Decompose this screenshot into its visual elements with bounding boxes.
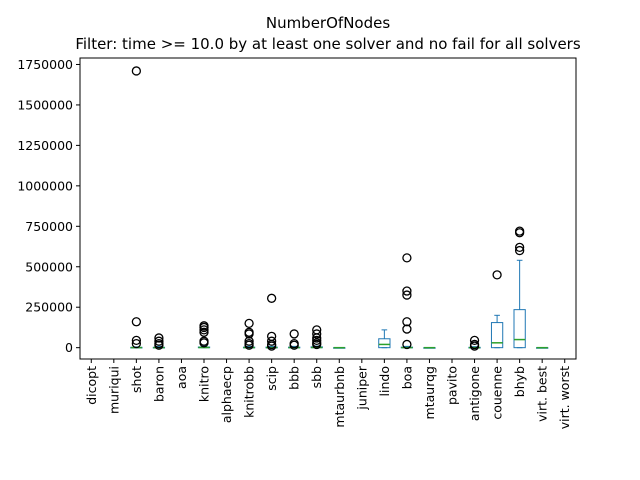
x-tick-label: virt. worst xyxy=(557,366,572,429)
box-mtaurbnb xyxy=(333,346,346,349)
outlier-point xyxy=(131,338,142,349)
x-axis: dicopt muriqui shot baron aoa knitro alphaecp k… xyxy=(84,359,572,429)
x-tick-label: pavito xyxy=(445,366,460,405)
x-tick-label: juniper xyxy=(354,365,369,410)
outlier-point xyxy=(492,270,502,280)
box-antigone xyxy=(468,335,481,351)
x-tick-label: mtaurqg xyxy=(422,366,437,419)
outlier-point xyxy=(131,335,142,346)
box-iqr xyxy=(378,338,391,349)
outlier-point xyxy=(289,329,299,339)
y-tick-label: 1500000 xyxy=(17,97,73,112)
outlier-point xyxy=(244,329,254,339)
y-axis: 0 250000 500000 750000 1000000 1250000 1500000… xyxy=(17,57,80,355)
x-tick-label: aoa xyxy=(174,366,189,389)
y-tick-label: 0 xyxy=(65,340,73,355)
x-tick-label: knitro xyxy=(197,366,212,402)
outlier-point xyxy=(402,286,412,296)
y-tick-label: 500000 xyxy=(25,259,73,274)
outlier-point xyxy=(266,293,277,303)
outlier-point xyxy=(402,339,412,350)
x-tick-label: knitrobb xyxy=(242,366,257,418)
outlier-point xyxy=(289,340,299,350)
outlier-point xyxy=(154,340,164,350)
outlier-point xyxy=(469,341,480,351)
x-tick-label: bhyb xyxy=(512,366,527,397)
box-knitro xyxy=(197,321,211,349)
box-iqr xyxy=(513,309,526,349)
box-scip xyxy=(265,293,278,351)
x-tick-label: virt. best xyxy=(535,366,550,422)
y-tick-label: 250000 xyxy=(25,300,73,315)
outlier-point xyxy=(131,66,142,76)
x-tick-label: muriqui xyxy=(106,366,121,414)
y-tick-label: 1000000 xyxy=(17,178,73,193)
x-tick-label: scip xyxy=(264,366,279,391)
outlier-point xyxy=(402,317,412,327)
box-bbb xyxy=(288,329,301,350)
box-mtaurqg xyxy=(423,346,436,349)
outlier-point xyxy=(514,242,525,252)
box-knitrobb xyxy=(242,318,256,350)
outlier-point xyxy=(312,329,322,339)
outlier-point xyxy=(514,245,525,256)
x-tick-label: bbb xyxy=(287,366,302,390)
x-tick-label: alphaecp xyxy=(219,366,234,423)
outlier-point xyxy=(402,324,412,334)
box-baron xyxy=(152,333,166,350)
box-iqr xyxy=(490,322,504,349)
boxes-layer xyxy=(130,66,549,351)
x-tick-label: couenne xyxy=(490,366,505,420)
box-shot xyxy=(130,66,143,349)
outlier-point xyxy=(469,335,480,346)
outlier-point xyxy=(402,253,412,263)
box-bhyb xyxy=(513,226,526,349)
outlier-point xyxy=(402,290,412,300)
outlier-point xyxy=(514,228,525,238)
y-tick-label: 1750000 xyxy=(17,57,73,72)
outlier-point xyxy=(199,327,209,337)
outlier-point xyxy=(199,322,209,333)
outlier-point xyxy=(312,339,322,350)
outlier-point xyxy=(131,317,142,327)
box-virt-best xyxy=(536,346,549,349)
x-tick-label: boa xyxy=(399,366,414,389)
outlier-point xyxy=(244,340,254,350)
outlier-point xyxy=(266,341,277,351)
outlier-point xyxy=(312,333,322,343)
chart-subtitle: Filter: time >= 10.0 by at least one sol… xyxy=(75,35,581,53)
outlier-point xyxy=(244,318,254,329)
box-couenne xyxy=(490,270,504,349)
box-sbb xyxy=(310,325,323,350)
x-tick-label: antigone xyxy=(467,366,482,421)
x-tick-label: dicopt xyxy=(84,366,99,405)
x-tick-label: sbb xyxy=(309,366,324,388)
plot-frame xyxy=(79,57,577,360)
y-tick-label: 1250000 xyxy=(17,138,73,153)
x-tick-label: baron xyxy=(151,366,166,402)
outlier-point xyxy=(266,336,277,346)
y-tick-label: 750000 xyxy=(25,219,73,234)
box-lindo xyxy=(378,329,391,349)
outlier-point xyxy=(199,338,209,348)
x-tick-label: lindo xyxy=(377,366,392,396)
chart-title: NumberOfNodes xyxy=(266,14,390,32)
outlier-point xyxy=(244,336,254,346)
outlier-point xyxy=(154,333,164,343)
outlier-point xyxy=(154,336,164,346)
outlier-point xyxy=(199,325,209,335)
box-boa xyxy=(400,253,414,350)
outlier-point xyxy=(312,335,322,346)
x-tick-label: mtaurbnb xyxy=(332,366,347,428)
x-tick-label: shot xyxy=(129,366,144,393)
